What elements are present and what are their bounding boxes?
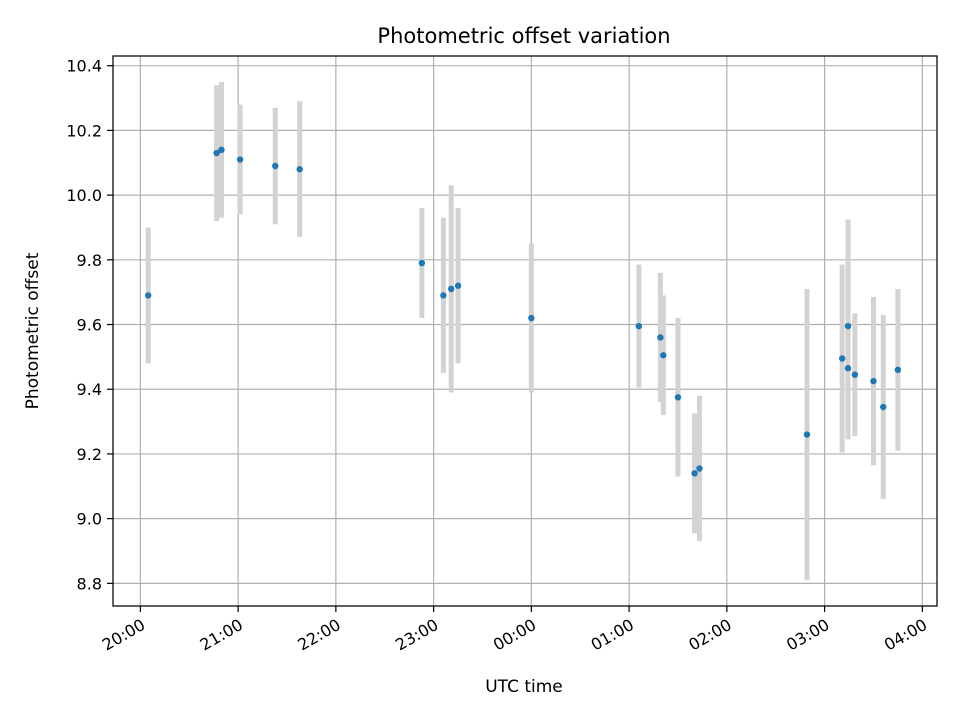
y-tick-label: 9.8 bbox=[77, 251, 102, 270]
y-tick-label: 10.2 bbox=[66, 121, 102, 140]
data-point bbox=[691, 470, 698, 477]
y-tick-label: 8.8 bbox=[77, 574, 102, 593]
x-tick-label: 04:00 bbox=[881, 615, 930, 655]
data-point bbox=[528, 314, 535, 322]
data-point bbox=[418, 259, 426, 267]
data-point bbox=[803, 431, 811, 438]
data-point bbox=[851, 371, 859, 378]
data-point bbox=[144, 292, 152, 299]
data-point bbox=[218, 146, 225, 154]
data-point bbox=[236, 156, 244, 163]
data-point bbox=[844, 365, 852, 372]
grid bbox=[113, 56, 937, 606]
y-axis-ticks: 8.8 9.0 9.2 9.4 9.6 9.8 10.0 10.2 10.4 bbox=[66, 57, 113, 593]
y-tick-label: 9.6 bbox=[77, 316, 102, 335]
data-point bbox=[296, 166, 303, 173]
x-axis-ticks: 20:00 21:00 22:00 23:00 00:00 01:00 02:00 03:00… bbox=[99, 606, 930, 655]
data-point bbox=[635, 322, 643, 330]
x-tick-label: 03:00 bbox=[783, 615, 832, 655]
data-point bbox=[870, 377, 877, 385]
data-points bbox=[144, 146, 902, 477]
plot-frame bbox=[112, 55, 938, 607]
x-tick-label: 23:00 bbox=[392, 615, 441, 655]
y-tick-label: 9.0 bbox=[77, 510, 102, 529]
x-tick-label: 00:00 bbox=[490, 615, 539, 655]
error-bars bbox=[145, 81, 901, 581]
data-point bbox=[272, 162, 279, 170]
y-tick-label: 9.4 bbox=[77, 380, 102, 399]
data-point bbox=[844, 322, 852, 330]
data-point bbox=[448, 285, 455, 293]
data-point bbox=[440, 292, 447, 299]
data-point bbox=[657, 334, 664, 341]
x-tick-label: 02:00 bbox=[685, 615, 734, 655]
chart-title: Photometric offset variation bbox=[377, 24, 670, 48]
y-tick-label: 9.2 bbox=[77, 445, 102, 464]
y-axis-label: Photometric offset bbox=[23, 252, 43, 409]
y-tick-label: 10.0 bbox=[66, 186, 102, 205]
x-tick-label: 20:00 bbox=[99, 615, 148, 655]
x-tick-label: 22:00 bbox=[294, 615, 343, 655]
y-tick-label: 10.4 bbox=[66, 57, 102, 76]
x-axis-label: UTC time bbox=[485, 677, 563, 697]
x-tick-label: 21:00 bbox=[197, 615, 246, 655]
data-point bbox=[213, 149, 220, 157]
data-point bbox=[894, 366, 902, 374]
data-point bbox=[674, 394, 682, 401]
x-tick-label: 01:00 bbox=[588, 615, 637, 655]
data-point bbox=[660, 352, 667, 359]
data-point bbox=[880, 403, 887, 411]
data-point bbox=[838, 355, 846, 362]
data-point bbox=[696, 465, 703, 472]
data-point bbox=[454, 282, 462, 289]
